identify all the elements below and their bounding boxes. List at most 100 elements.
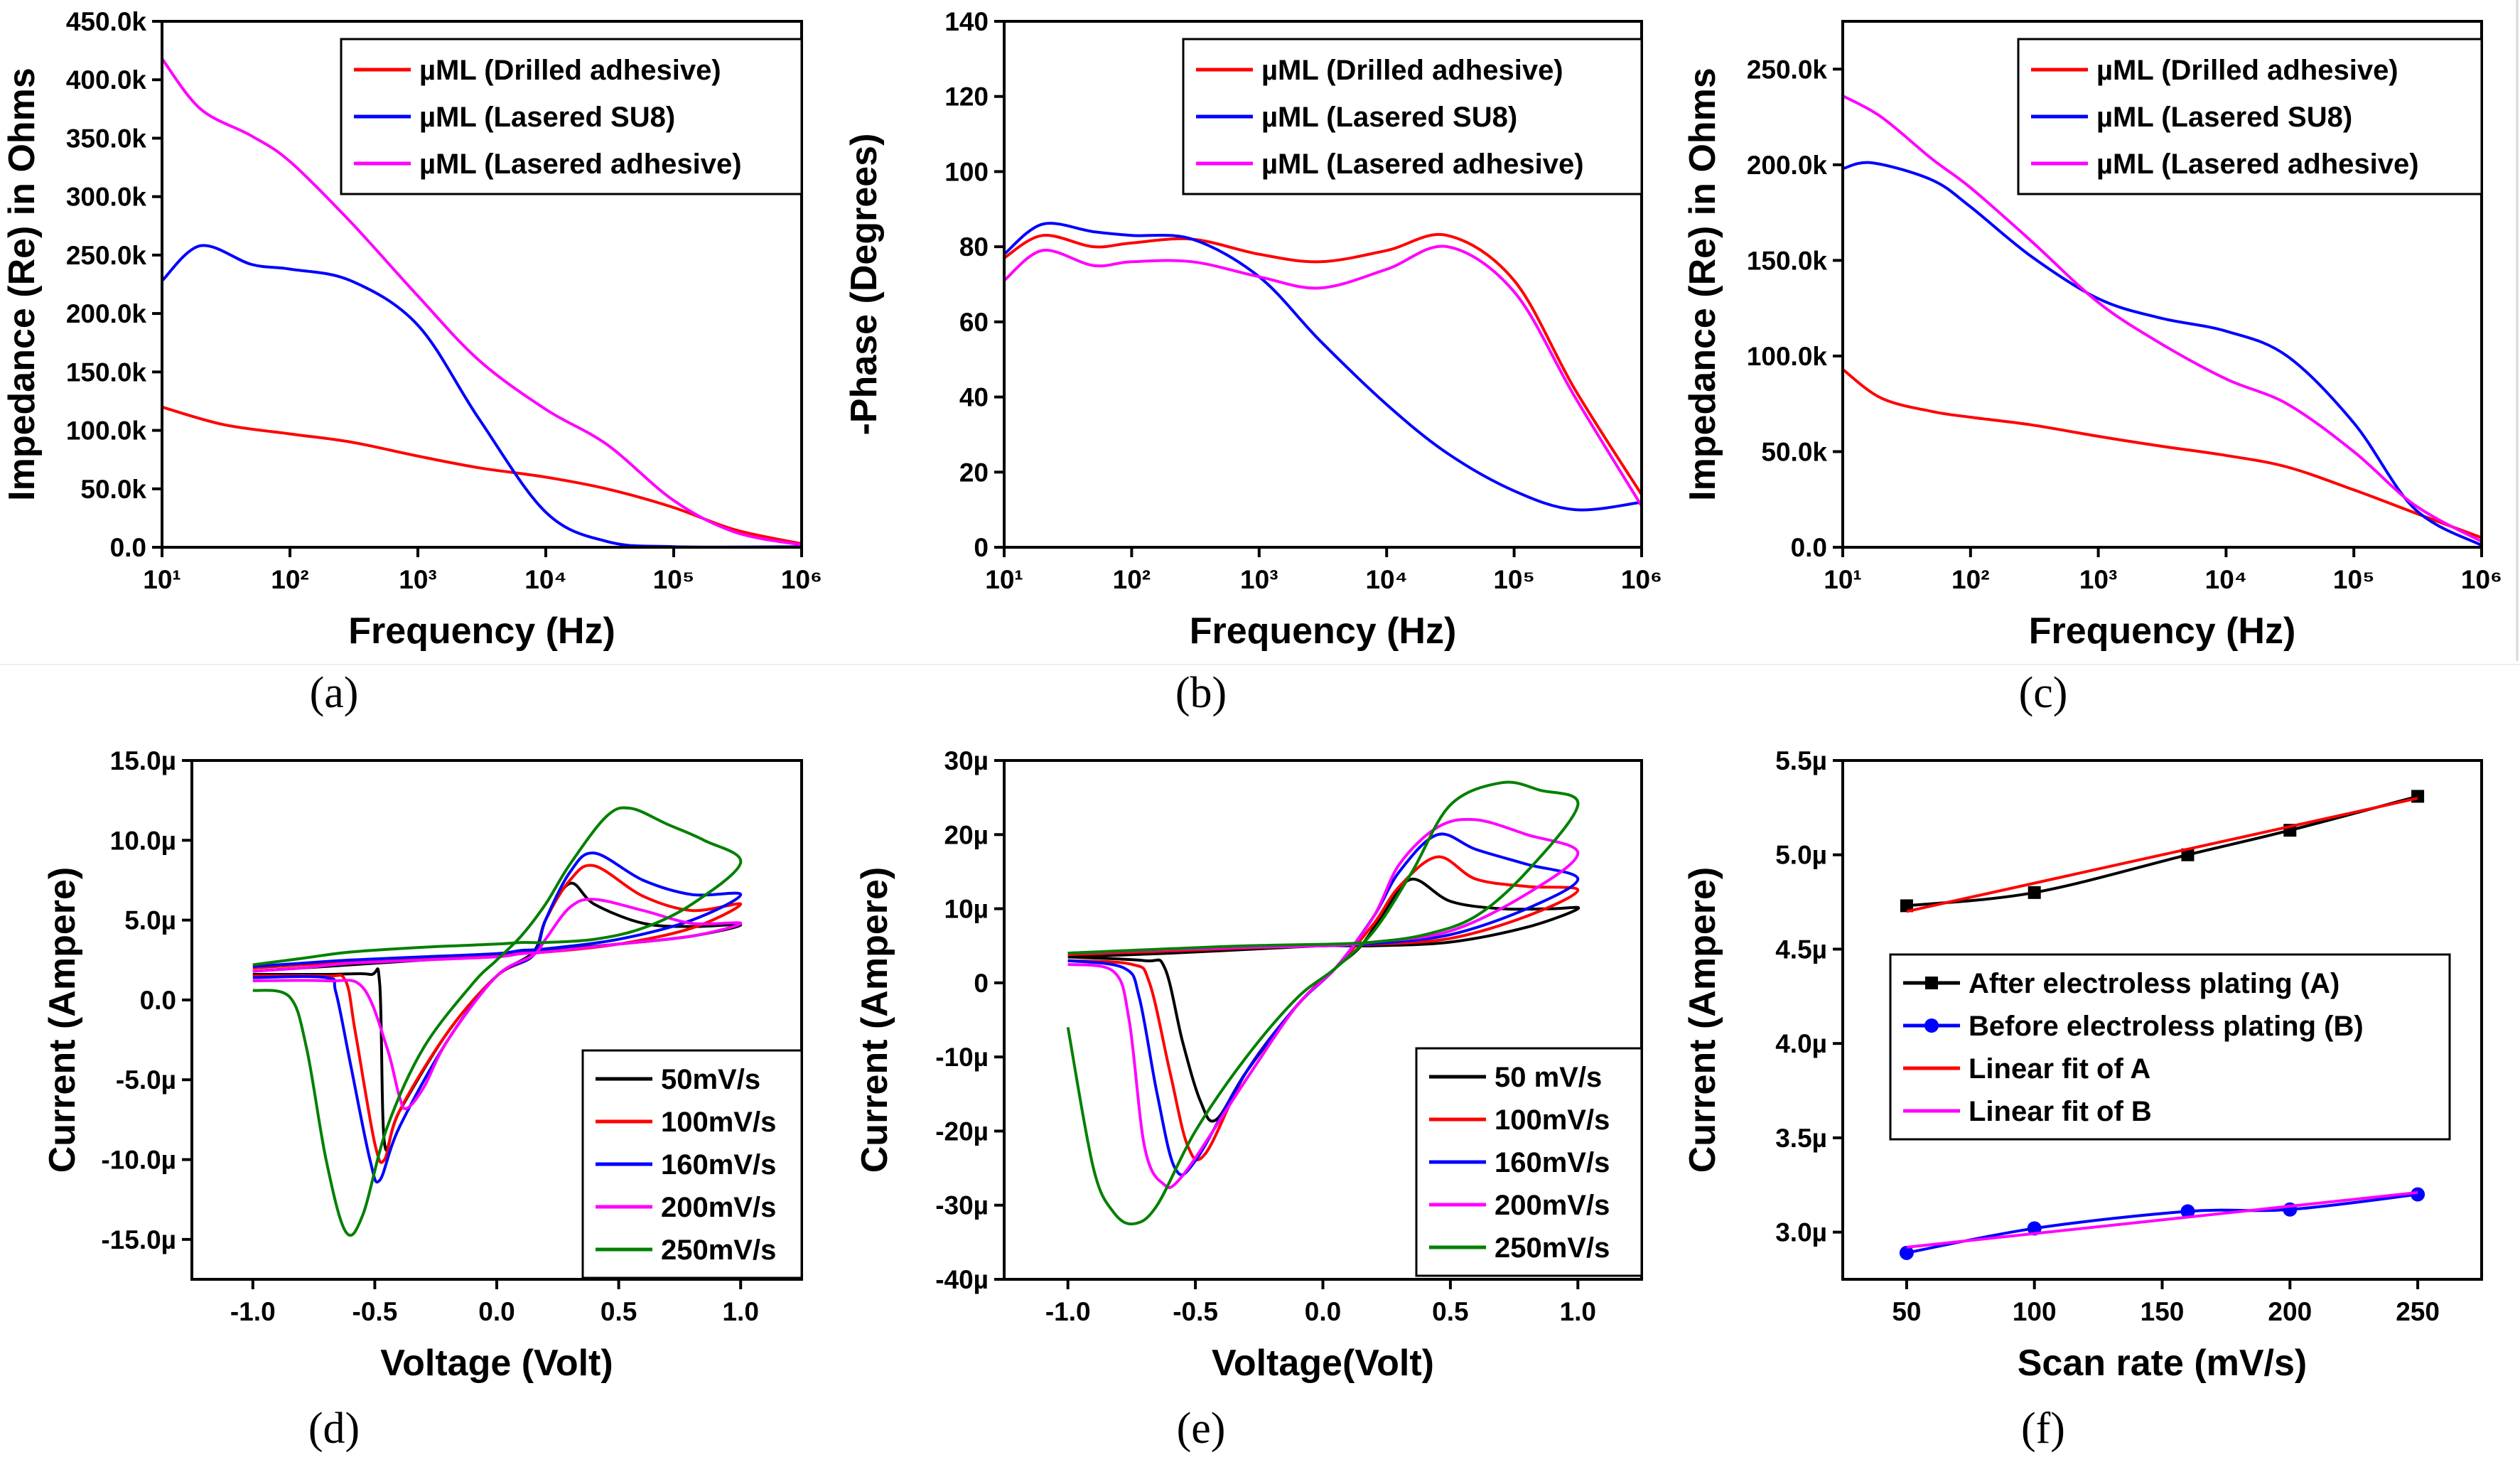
data-point-a-1: [1900, 899, 1913, 913]
y-tick-label: 10.0µ: [110, 826, 176, 855]
y-tick-label: 0: [974, 533, 989, 562]
y-tick-label: 4.5µ: [1775, 935, 1827, 964]
legend-box: [1889, 953, 2451, 1141]
series-line-3: [1842, 95, 2482, 543]
y-tick-label: 400.0k: [66, 65, 147, 95]
y-tick-label: 100.0k: [66, 416, 147, 446]
plot-frame: [1841, 20, 2483, 549]
x-tick-label: -0.5: [352, 1297, 398, 1326]
legend: 50 mV/s 100mV/s 160mV/s 200mV/s 250mV/s: [1415, 1047, 1643, 1277]
y-axis-label: Impedance (Re) in Ohms: [1, 68, 43, 501]
legend-entry: 250mV/s: [1495, 1232, 1610, 1264]
y-tick-label: 80: [959, 232, 989, 262]
x-tick-label: -1.0: [230, 1297, 276, 1326]
y-tick-label: 15.0µ: [110, 746, 176, 775]
x-tick-label: 10⁶: [781, 565, 822, 594]
x-tick-label: 200: [2268, 1297, 2312, 1326]
y-tick-label: 20µ: [944, 820, 989, 849]
x-tick-label: 100: [2013, 1297, 2057, 1326]
x-tick-label: 0.0: [1305, 1297, 1341, 1326]
series-line-3: [161, 58, 802, 547]
y-tick-label: -10µ: [935, 1043, 989, 1072]
y-tick-label: 200.0k: [1747, 151, 1828, 180]
series-line-1: [1906, 795, 2418, 908]
legend-entry: 200mV/s: [661, 1192, 776, 1223]
x-axis-label: Voltage (Volt): [380, 1343, 613, 1384]
panel-label: (e): [1177, 1404, 1226, 1453]
data-point-a-5: [2411, 790, 2425, 803]
x-tick-label: 10⁵: [653, 565, 695, 594]
legend-box: [1182, 38, 1643, 195]
y-tick-label: 0.0: [1791, 533, 1827, 562]
data-point-b-3: [2180, 1204, 2195, 1219]
y-tick-label: 0.0: [110, 533, 146, 562]
y-tick-label: 40: [959, 383, 989, 412]
x-tick-label: -0.5: [1173, 1297, 1218, 1326]
panel-label: (d): [308, 1404, 360, 1453]
x-tick-label: 0.0: [478, 1297, 515, 1326]
y-tick-label: -40µ: [935, 1265, 989, 1294]
x-tick-label: 250: [2396, 1297, 2440, 1326]
series-line-2: [161, 244, 802, 549]
y-tick-label: 10µ: [944, 895, 989, 924]
y-tick-label: 150.0k: [1747, 246, 1828, 275]
legend-entry: µML (Lasered adhesive): [1261, 149, 1584, 180]
legend: µML (Drilled adhesive) µML (Lasered SU8) µ…: [2017, 38, 2483, 195]
legend: µML (Drilled adhesive) µML (Lasered SU8) µ…: [1182, 38, 1643, 195]
y-tick-label: 5.0µ: [1775, 841, 1827, 870]
y-tick-label: 0: [974, 969, 989, 998]
y-tick-label: 5.5µ: [1775, 746, 1827, 775]
y-tick-label: 450.0k: [66, 7, 147, 36]
y-tick-label: 150.0k: [66, 357, 147, 387]
x-tick-label: 1.0: [1560, 1297, 1596, 1326]
series-line-1: [1003, 233, 1643, 496]
y-tick-label: 20: [959, 458, 989, 487]
panel-label: (a): [310, 669, 359, 717]
x-axis-label: Voltage(Volt): [1212, 1343, 1434, 1384]
x-axis-label: Scan rate (mV/s): [2018, 1343, 2308, 1384]
x-axis-label: Frequency (Hz): [2029, 611, 2296, 652]
legend-entry: µML (Lasered adhesive): [419, 149, 742, 180]
y-tick-label: -5.0µ: [116, 1065, 176, 1095]
legend-entry: µML (Drilled adhesive): [1261, 55, 1563, 86]
x-tick-label: 10²: [271, 565, 308, 594]
y-tick-label: 350.0k: [66, 124, 147, 153]
x-tick-label: 10⁶: [1621, 565, 1662, 594]
panel-label: (c): [2019, 669, 2068, 717]
legend: µML (Drilled adhesive) µML (Lasered SU8) µ…: [340, 38, 803, 195]
legend-entry: 100mV/s: [661, 1107, 776, 1138]
legend-entry: µML (Drilled adhesive): [2096, 55, 2398, 86]
x-tick-label: 10¹: [143, 565, 181, 594]
plot-frame: [161, 20, 803, 549]
legend-entry: µML (Lasered SU8): [2096, 102, 2352, 133]
y-axis-label: Current (Ampere): [42, 867, 83, 1173]
legend: After electroless plating (A) Before elec…: [1889, 953, 2451, 1141]
x-tick-label: 10⁴: [524, 565, 566, 594]
data-point-a-3: [2181, 848, 2195, 861]
series-line-3: [1906, 797, 2418, 913]
y-tick-label: 300.0k: [66, 183, 147, 212]
legend-entry: Linear fit of B: [1969, 1096, 2152, 1127]
series-line-2: [1003, 222, 1642, 512]
series-line-2: [1906, 1193, 2418, 1254]
x-tick-label: 150: [2141, 1297, 2185, 1326]
y-tick-label: 3.0µ: [1775, 1218, 1827, 1247]
chart-panel-6: 50 100 150 200 250 3.0µ 3.5µ 4.0µ 4.5µ 5.0µ 5.5µ Sc…: [1682, 746, 2483, 1453]
series-line-2: [1842, 161, 2482, 547]
series-line-2: [252, 864, 743, 1164]
y-axis-label: Current (Ampere): [1682, 867, 1723, 1173]
x-tick-label: 10⁴: [2205, 565, 2247, 594]
y-tick-label: 140: [944, 7, 989, 36]
legend-box: [340, 38, 803, 195]
x-axis-label: Frequency (Hz): [1190, 611, 1457, 652]
legend-box: [2017, 38, 2483, 195]
x-tick-label: 10²: [1113, 565, 1151, 594]
y-tick-label: 100: [944, 157, 989, 186]
y-tick-label: -10.0µ: [101, 1146, 176, 1175]
series-line-3: [252, 851, 743, 1184]
x-tick-label: 10⁵: [1493, 565, 1535, 594]
panel-label: (f): [2021, 1404, 2065, 1453]
x-tick-label: 10³: [1240, 565, 1278, 594]
panel-label: (b): [1175, 669, 1227, 717]
